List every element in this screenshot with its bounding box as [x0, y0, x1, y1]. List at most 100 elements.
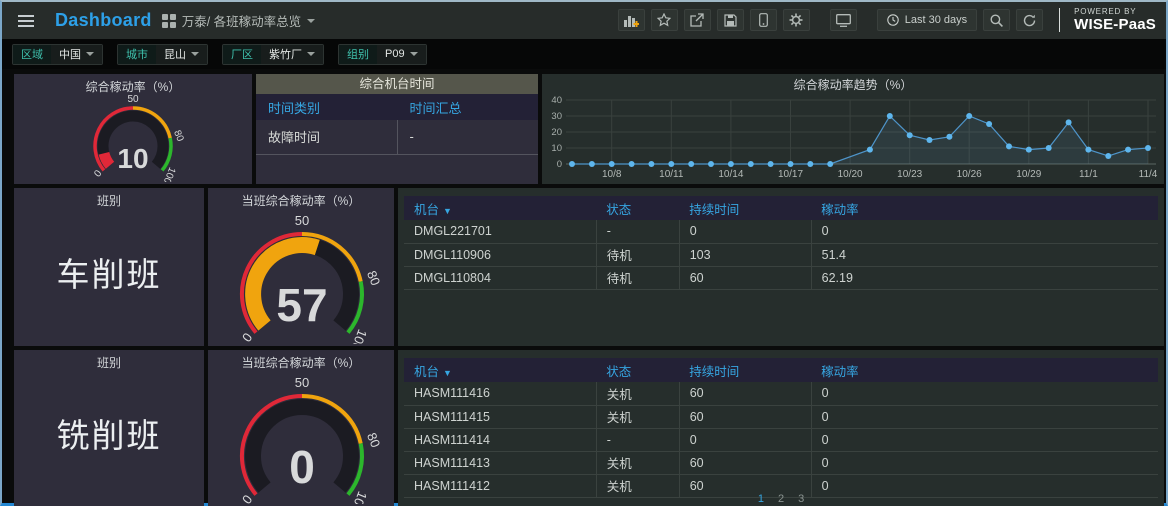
table-row: DMGL221701-0 0 — [404, 220, 1158, 244]
svg-text:40: 40 — [551, 95, 562, 106]
filter-city-label: 城市 — [118, 44, 156, 64]
shift1-utilization-gauge: 0 50 80 100 57 — [208, 208, 394, 344]
mobile-icon[interactable] — [749, 9, 777, 32]
column-header-3[interactable]: 稼动率 — [811, 196, 1158, 220]
refresh-icon[interactable] — [1016, 9, 1044, 32]
filter-factory-label: 厂区 — [223, 44, 261, 64]
panel-title: 综合机台时间 — [256, 74, 538, 94]
pagination: 1 2 3 — [398, 493, 1164, 505]
add-panel-icon[interactable] — [617, 9, 645, 32]
filter-region[interactable]: 区域 中国 — [12, 43, 103, 65]
svg-text:10/11: 10/11 — [659, 169, 684, 180]
column-header[interactable]: 时间汇总 — [396, 94, 538, 120]
svg-text:10/14: 10/14 — [718, 169, 743, 180]
panel-title: 综合稼动率（%） — [85, 80, 181, 94]
utilization-trend-line-chart: 10/8 10/11 10/14 10/17 10/20 10/23 10/26 10/29 1… — [542, 90, 1164, 182]
cell: DMGL110906 — [404, 243, 597, 267]
cell: 0 — [810, 220, 1158, 244]
filter-factory[interactable]: 厂区 紫竹厂 — [222, 43, 324, 65]
chevron-down-icon — [86, 52, 94, 56]
column-header-1[interactable]: 状态 — [596, 196, 680, 220]
panel-shift1-gauge: 当班综合稼动率（%） 0 50 80 100 57 — [208, 188, 394, 346]
tv-mode-icon[interactable] — [829, 9, 857, 32]
filter-factory-value: 紫竹厂 — [269, 49, 302, 61]
column-header-2[interactable]: 持续时间 — [679, 196, 812, 220]
table-row: DMGL110906 待机 103 51.4 — [404, 243, 1158, 267]
panel-title: 综合稼动率趋势（%） — [793, 78, 913, 92]
shift-name-label: 车削班 — [56, 256, 162, 293]
cell: 0 — [810, 405, 1158, 429]
time-range-button[interactable]: Last 30 days — [876, 9, 978, 32]
column-header-0[interactable]: 机台 ▼ — [404, 196, 597, 220]
svg-text:11/4: 11/4 — [1139, 169, 1158, 180]
cell: - — [595, 428, 680, 452]
shift2-utilization-gauge: 0 50 80 100 0 — [208, 370, 394, 504]
menu-icon[interactable] — [12, 10, 39, 32]
page-link-1[interactable]: 1 — [757, 493, 764, 505]
panel-shift1-name: 班别 车削班 — [14, 188, 204, 346]
cell: DMGL221701 — [404, 220, 597, 244]
panel-title: 班别 — [96, 194, 121, 208]
filter-city[interactable]: 城市 昆山 — [117, 43, 208, 65]
panel-shift2-name: 班别 铣削班 — [14, 350, 204, 506]
svg-text:50: 50 — [127, 94, 139, 105]
svg-text:0: 0 — [92, 168, 104, 180]
cell: 关机 — [595, 382, 680, 406]
cell-time-total: - — [396, 120, 538, 155]
filter-region-label: 区域 — [13, 44, 51, 64]
column-header-2[interactable]: 持续时间 — [679, 358, 812, 382]
cell: 60 — [678, 266, 812, 290]
cell: 关机 — [595, 474, 680, 498]
shift-name-label: 铣削班 — [56, 417, 162, 454]
save-icon[interactable] — [716, 9, 744, 32]
column-header-3[interactable]: 稼动率 — [811, 358, 1158, 382]
settings-gear-icon[interactable] — [782, 9, 810, 32]
dashboard-grid: 综合稼动率（%） 0 50 80 100 10 综合机台时间 时间类别 时间汇总 故障时… — [2, 69, 1166, 506]
table-row: HASM111413 关机 60 0 — [404, 451, 1158, 475]
cell: 51.4 — [810, 243, 1158, 267]
panel-title: 当班综合稼动率（%） — [241, 356, 361, 370]
breadcrumb[interactable]: 万泰/ 各班稼动率总览 — [161, 11, 316, 30]
cell: 0 — [678, 220, 812, 244]
cell: 60 — [678, 451, 812, 475]
cell: 0 — [678, 428, 812, 452]
filter-city-value: 昆山 — [164, 49, 186, 61]
chevron-down-icon — [409, 52, 418, 56]
cell-time-type: 故障时间 — [256, 120, 397, 155]
cell: 0 — [810, 382, 1158, 406]
svg-text:0: 0 — [289, 441, 315, 493]
machine-status-table: 机台 ▼ 状态 持续时间 稼动率 HASM111416 关机 60 0 HASM111415 关机 6… — [404, 358, 1158, 498]
sort-desc-icon: ▼ — [443, 205, 452, 216]
svg-text:10/17: 10/17 — [778, 169, 803, 180]
chevron-down-icon — [191, 52, 199, 56]
column-header-1[interactable]: 状态 — [596, 358, 680, 382]
cell: 60 — [678, 382, 812, 406]
filter-group[interactable]: 组别 P09 — [338, 43, 427, 65]
svg-text:10/20: 10/20 — [838, 169, 863, 180]
star-icon[interactable] — [650, 9, 678, 32]
cell: 关机 — [595, 405, 680, 429]
table-row: HASM111412 关机 60 0 — [404, 474, 1158, 498]
table-row: HASM111415 关机 60 0 — [404, 405, 1158, 429]
svg-text:10: 10 — [117, 143, 148, 174]
column-header-0[interactable]: 机台 ▼ — [404, 358, 597, 382]
cell: HASM111415 — [404, 405, 597, 429]
search-icon[interactable] — [983, 9, 1011, 32]
page-link-2[interactable]: 2 — [777, 493, 785, 505]
cell: 待机 — [595, 266, 680, 290]
cell: HASM111412 — [404, 474, 597, 498]
breadcrumb-label: 万泰/ 各班稼动率总览 — [181, 15, 302, 29]
time-range-label: Last 30 days — [904, 14, 968, 27]
cell: 关机 — [595, 451, 680, 475]
panel-shift2-table: 机台 ▼ 状态 持续时间 稼动率 HASM111416 关机 60 0 HASM111415 关机 6… — [398, 350, 1164, 506]
svg-text:20: 20 — [551, 127, 562, 138]
app-title: Dashboard — [55, 10, 152, 30]
svg-text:80: 80 — [171, 129, 186, 144]
panel-shift1-table: 机台 ▼ 状态 持续时间 稼动率 DMGL221701-0 0 DMGL110906 待机 103… — [398, 188, 1164, 346]
top-bar: Dashboard 万泰/ 各班稼动率总览 Last 30 — [2, 2, 1166, 39]
column-header[interactable]: 时间类别 — [256, 94, 397, 120]
panel-title: 班别 — [96, 356, 121, 370]
page-link-3[interactable]: 3 — [798, 493, 805, 505]
overall-utilization-gauge: 0 50 80 100 10 — [14, 94, 252, 182]
share-icon[interactable] — [683, 9, 711, 32]
